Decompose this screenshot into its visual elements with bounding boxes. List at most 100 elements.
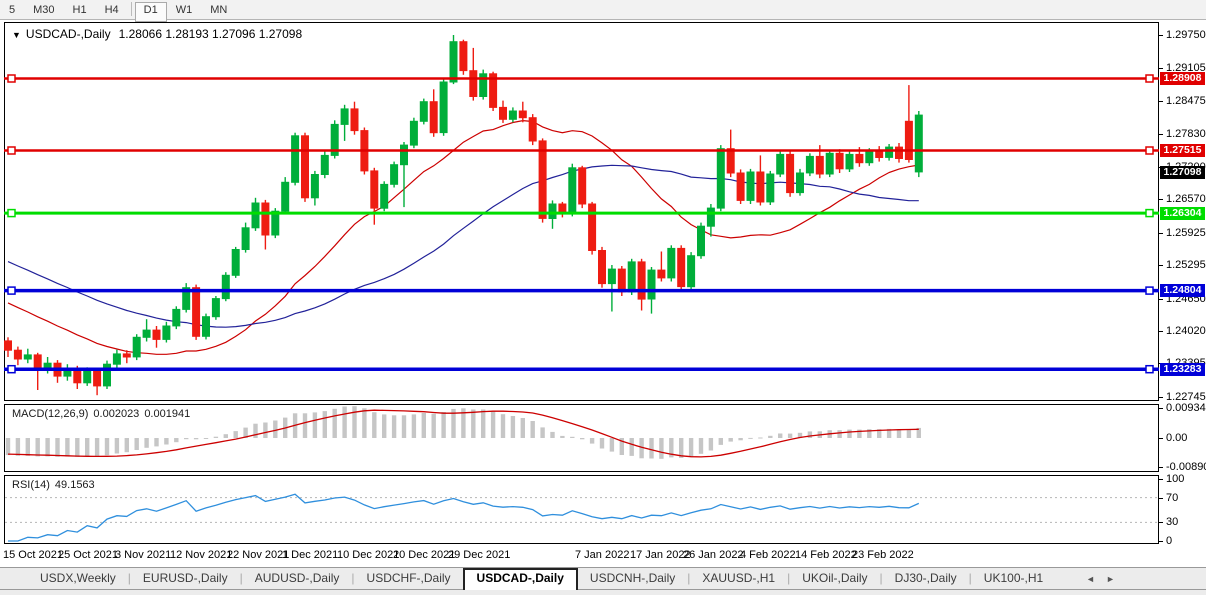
macd-histogram-bar bbox=[461, 408, 466, 438]
macd-histogram-bar bbox=[382, 414, 387, 438]
price-axis[interactable]: 1.297501.291051.284751.278301.272001.265… bbox=[1159, 0, 1206, 566]
chart-tab-xauusd-h1[interactable]: XAUUSD-,H1 bbox=[702, 571, 776, 585]
bull-candle bbox=[400, 144, 408, 166]
tab-scroll-left-button[interactable]: ◄ bbox=[1086, 574, 1095, 584]
timeframe-button-w1[interactable]: W1 bbox=[175, 4, 193, 16]
chart-dropdown-arrow-icon[interactable]: ▼ bbox=[12, 30, 21, 40]
bear-candle bbox=[499, 106, 507, 120]
macd-value-signal: 0.001941 bbox=[144, 408, 191, 420]
macd-histogram-bar bbox=[738, 438, 743, 441]
timeframe-button-h1[interactable]: H1 bbox=[72, 4, 87, 16]
timeframe-button-5[interactable]: 5 bbox=[9, 4, 16, 16]
macd-histogram-bar bbox=[75, 438, 80, 457]
bull-candle bbox=[43, 362, 52, 368]
macd-histogram-bar bbox=[768, 435, 773, 438]
bear-candle bbox=[459, 41, 468, 72]
macd-histogram-bar bbox=[223, 434, 228, 438]
chart-tab-dj30-daily[interactable]: DJ30-,Daily bbox=[894, 571, 957, 585]
bull-candle bbox=[291, 135, 300, 183]
bull-candle bbox=[825, 152, 834, 175]
chart-tab-uk100-h1[interactable]: UK100-,H1 bbox=[983, 571, 1044, 585]
bear-candle bbox=[588, 203, 597, 251]
macd-histogram-bar bbox=[679, 438, 684, 458]
axis-tick-dash bbox=[1159, 233, 1163, 234]
macd-histogram-bar bbox=[253, 423, 258, 438]
bear-candle bbox=[617, 268, 626, 293]
macd-histogram-bar bbox=[867, 429, 872, 438]
timeframe-button-mn[interactable]: MN bbox=[210, 4, 228, 16]
axis-tick-dash bbox=[1159, 101, 1163, 102]
line-anchor-handle[interactable] bbox=[7, 208, 16, 218]
macd-histogram-bar bbox=[471, 409, 476, 438]
bear-candle bbox=[192, 287, 201, 337]
macd-histogram-bar bbox=[639, 438, 644, 459]
line-anchor-handle[interactable] bbox=[7, 286, 16, 295]
macd-histogram-bar bbox=[906, 429, 912, 438]
bull-candle bbox=[310, 174, 319, 199]
bull-candle bbox=[568, 167, 577, 214]
macd-histogram-bar bbox=[233, 431, 238, 438]
line-anchor-handle[interactable] bbox=[7, 364, 16, 374]
tab-divider: | bbox=[968, 571, 972, 585]
timeframe-button-m30[interactable]: M30 bbox=[33, 4, 55, 16]
axis-tick-dash bbox=[1159, 408, 1163, 409]
chart-tab-usdcad-daily[interactable]: USDCAD-,Daily bbox=[462, 568, 578, 591]
chart-tab-audusd-daily[interactable]: AUDUSD-,Daily bbox=[254, 571, 340, 585]
macd-histogram-bar bbox=[65, 438, 70, 457]
axis-tick-dash bbox=[1159, 467, 1163, 468]
macd-histogram-bar bbox=[441, 412, 446, 438]
line-anchor-handle[interactable] bbox=[7, 74, 16, 83]
bear-candle bbox=[13, 349, 22, 360]
line-anchor-handle[interactable] bbox=[1145, 146, 1154, 155]
bear-candle bbox=[598, 250, 606, 285]
macd-histogram-bar bbox=[401, 415, 407, 438]
macd-histogram-bar bbox=[896, 429, 902, 438]
macd-histogram-bar bbox=[372, 412, 377, 438]
bull-candle bbox=[914, 114, 923, 173]
macd-histogram-bar bbox=[273, 420, 278, 438]
axis-tick-label: 0 bbox=[1166, 535, 1173, 547]
axis-tick-dash bbox=[1159, 199, 1163, 200]
axis-tick-label: 1.22745 bbox=[1166, 391, 1206, 403]
timeframe-button-h4[interactable]: H4 bbox=[104, 4, 119, 16]
line-anchor-handle[interactable] bbox=[1145, 208, 1154, 218]
axis-tick-dash bbox=[1159, 479, 1163, 480]
axis-tick-dash bbox=[1159, 134, 1163, 135]
line-anchor-handle[interactable] bbox=[7, 146, 16, 155]
chart-tab-eurusd-daily[interactable]: EURUSD-,Daily bbox=[142, 571, 228, 585]
chart-tab-usdcnh-daily[interactable]: USDCNH-,Daily bbox=[589, 571, 676, 585]
date-label: 29 Dec 2021 bbox=[448, 549, 511, 561]
bear-candle bbox=[350, 108, 359, 132]
axis-tick-dash bbox=[1159, 265, 1163, 266]
chart-tab-usdx-weekly[interactable]: USDX,Weekly bbox=[40, 571, 116, 585]
bull-candle bbox=[211, 298, 220, 318]
macd-histogram-bar bbox=[520, 418, 525, 438]
macd-indicator-panel[interactable] bbox=[4, 404, 1159, 472]
macd-histogram-bar bbox=[164, 438, 169, 445]
line-anchor-handle[interactable] bbox=[1145, 364, 1154, 374]
tab-scroll-right-button[interactable]: ► bbox=[1106, 574, 1115, 584]
macd-histogram-bar bbox=[837, 430, 842, 438]
chart-tab-usdchf-daily[interactable]: USDCHF-,Daily bbox=[366, 571, 451, 585]
macd-histogram-bar bbox=[698, 438, 704, 454]
timeframe-button-d1[interactable]: D1 bbox=[134, 2, 167, 22]
bear-candle bbox=[677, 247, 686, 288]
bull-candle bbox=[202, 316, 210, 337]
line-anchor-handle[interactable] bbox=[1145, 74, 1154, 83]
macd-histogram-bar bbox=[659, 438, 664, 459]
macd-histogram-bar bbox=[758, 437, 763, 439]
bear-candle bbox=[370, 170, 379, 209]
bull-candle bbox=[340, 108, 349, 125]
axis-tick-label: 1.24020 bbox=[1166, 325, 1206, 337]
main-price-chart-panel[interactable] bbox=[4, 22, 1159, 401]
chart-tab-ukoil-daily[interactable]: UKOil-,Daily bbox=[802, 571, 868, 585]
date-label: 26 Jan 2022 bbox=[683, 549, 744, 561]
rsi-indicator-panel[interactable] bbox=[4, 475, 1159, 544]
bull-candle bbox=[449, 41, 458, 83]
macd-histogram-bar bbox=[857, 429, 862, 438]
line-anchor-handle[interactable] bbox=[1145, 286, 1154, 295]
bull-candle bbox=[409, 120, 418, 146]
date-label: 15 Oct 2021 bbox=[3, 549, 63, 561]
axis-tick-label: 0.009345 bbox=[1166, 402, 1206, 414]
macd-histogram-bar bbox=[174, 438, 179, 443]
